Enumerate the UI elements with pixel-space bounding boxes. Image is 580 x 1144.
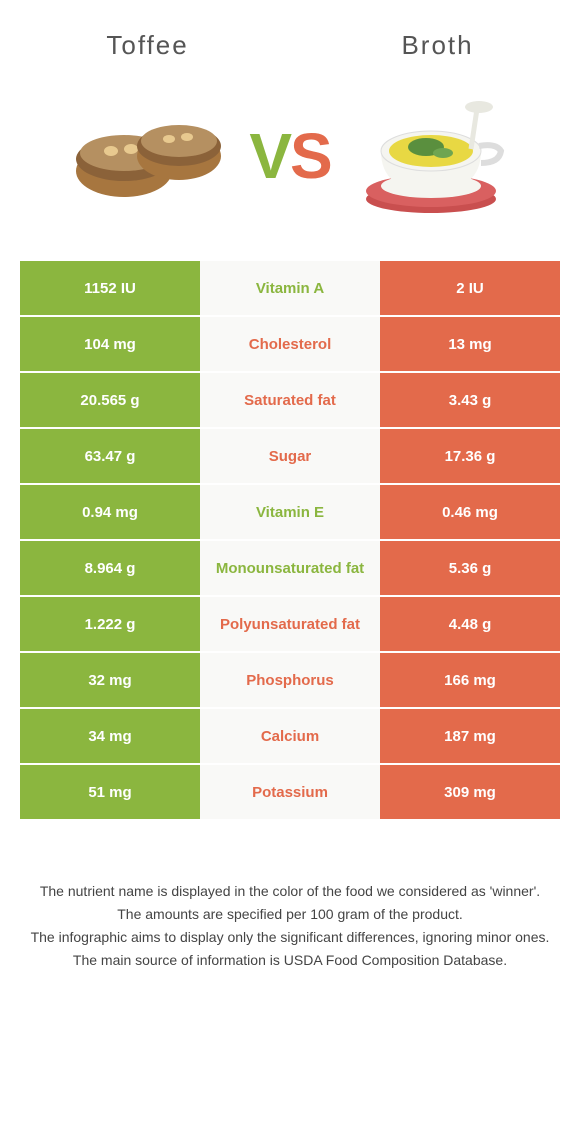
table-row: 0.94 mgVitamin E0.46 mg xyxy=(20,485,560,541)
left-value-cell: 1.222 g xyxy=(20,597,200,653)
table-row: 63.47 gSugar17.36 g xyxy=(20,429,560,485)
nutrient-label-cell: Saturated fat xyxy=(200,373,380,429)
header: Toffee Broth xyxy=(0,0,580,81)
right-value-cell: 4.48 g xyxy=(380,597,560,653)
nutrient-label-cell: Calcium xyxy=(200,709,380,765)
toffee-image xyxy=(69,91,229,221)
left-food-title: Toffee xyxy=(106,30,188,61)
table-row: 1152 IUVitamin A2 IU xyxy=(20,261,560,317)
right-value-cell: 187 mg xyxy=(380,709,560,765)
left-value-cell: 0.94 mg xyxy=(20,485,200,541)
right-value-cell: 166 mg xyxy=(380,653,560,709)
right-value-cell: 3.43 g xyxy=(380,373,560,429)
nutrient-label-cell: Monounsaturated fat xyxy=(200,541,380,597)
footer: The nutrient name is displayed in the co… xyxy=(0,821,580,1003)
table-row: 32 mgPhosphorus166 mg xyxy=(20,653,560,709)
left-value-cell: 104 mg xyxy=(20,317,200,373)
table-row: 104 mgCholesterol13 mg xyxy=(20,317,560,373)
left-value-cell: 51 mg xyxy=(20,765,200,821)
comparison-table: 1152 IUVitamin A2 IU104 mgCholesterol13 … xyxy=(20,261,560,821)
footer-line-1: The nutrient name is displayed in the co… xyxy=(30,881,550,902)
right-food-title: Broth xyxy=(401,30,473,61)
vs-text: VS xyxy=(249,119,330,193)
right-value-cell: 309 mg xyxy=(380,765,560,821)
table-row: 8.964 gMonounsaturated fat5.36 g xyxy=(20,541,560,597)
left-value-cell: 32 mg xyxy=(20,653,200,709)
nutrient-label-cell: Vitamin E xyxy=(200,485,380,541)
table-row: 1.222 gPolyunsaturated fat4.48 g xyxy=(20,597,560,653)
right-value-cell: 2 IU xyxy=(380,261,560,317)
nutrient-label-cell: Sugar xyxy=(200,429,380,485)
footer-line-3: The infographic aims to display only the… xyxy=(30,927,550,948)
infographic-container: Toffee Broth VS xyxy=(0,0,580,1003)
nutrient-label-cell: Potassium xyxy=(200,765,380,821)
table-row: 20.565 gSaturated fat3.43 g xyxy=(20,373,560,429)
right-value-cell: 5.36 g xyxy=(380,541,560,597)
vs-v-letter: V xyxy=(249,120,290,192)
nutrient-label-cell: Cholesterol xyxy=(200,317,380,373)
table-row: 34 mgCalcium187 mg xyxy=(20,709,560,765)
left-value-cell: 20.565 g xyxy=(20,373,200,429)
broth-image xyxy=(351,91,511,221)
nutrient-label-cell: Phosphorus xyxy=(200,653,380,709)
left-value-cell: 63.47 g xyxy=(20,429,200,485)
table-row: 51 mgPotassium309 mg xyxy=(20,765,560,821)
nutrient-label-cell: Vitamin A xyxy=(200,261,380,317)
left-value-cell: 1152 IU xyxy=(20,261,200,317)
right-value-cell: 13 mg xyxy=(380,317,560,373)
left-value-cell: 34 mg xyxy=(20,709,200,765)
right-value-cell: 0.46 mg xyxy=(380,485,560,541)
nutrient-label-cell: Polyunsaturated fat xyxy=(200,597,380,653)
left-value-cell: 8.964 g xyxy=(20,541,200,597)
vs-row: VS xyxy=(0,81,580,261)
vs-s-letter: S xyxy=(290,120,331,192)
right-value-cell: 17.36 g xyxy=(380,429,560,485)
footer-line-2: The amounts are specified per 100 gram o… xyxy=(30,904,550,925)
footer-line-4: The main source of information is USDA F… xyxy=(30,950,550,971)
